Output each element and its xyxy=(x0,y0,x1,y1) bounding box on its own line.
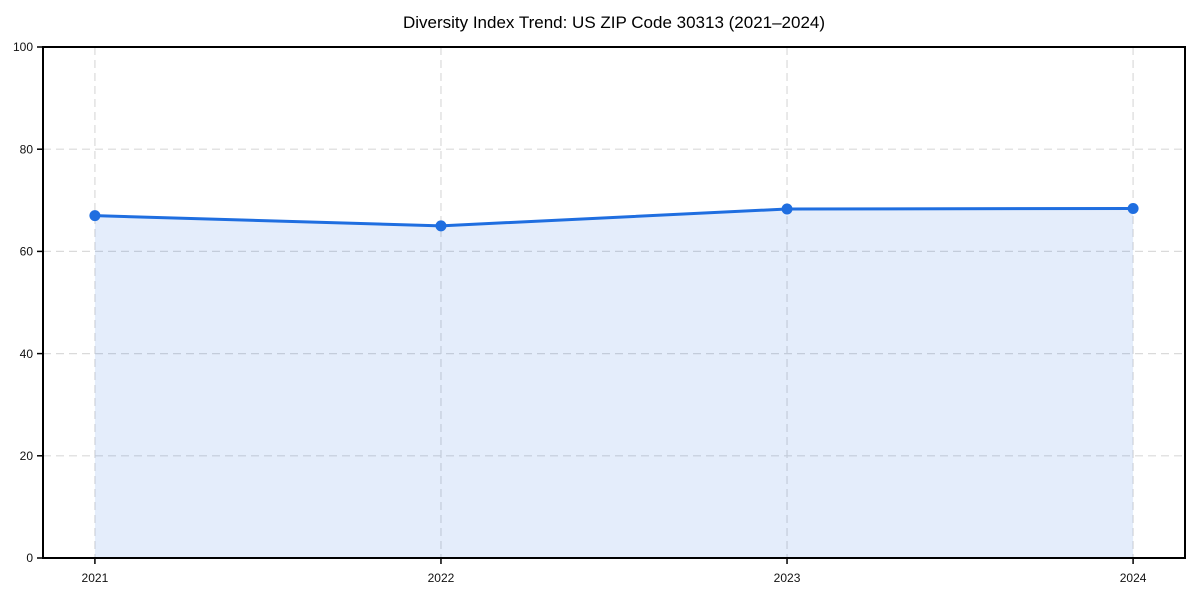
y-axis-tick-label: 0 xyxy=(26,551,33,565)
y-axis-tick-label: 20 xyxy=(20,449,34,463)
trend-line xyxy=(93,206,1135,228)
plot-border xyxy=(42,46,1186,559)
y-axis-tick-label: 40 xyxy=(20,347,34,361)
y-axis-tick-label: 60 xyxy=(20,245,34,259)
x-axis-tick-label: 2023 xyxy=(774,571,801,585)
data-point-2024 xyxy=(1127,202,1139,214)
data-point-2022 xyxy=(435,220,447,232)
data-point-2023 xyxy=(781,203,793,215)
y-axis-tick-label: 100 xyxy=(13,40,33,54)
x-axis-tick-label: 2024 xyxy=(1120,571,1147,585)
trend-area xyxy=(94,208,1134,558)
x-axis-tick-label: 2022 xyxy=(428,571,455,585)
data-point-2021 xyxy=(89,210,101,222)
chart-title: Diversity Index Trend: US ZIP Code 30313… xyxy=(402,13,826,32)
x-axis-tick-label: 2021 xyxy=(82,571,109,585)
y-axis-tick-label: 80 xyxy=(20,142,34,156)
